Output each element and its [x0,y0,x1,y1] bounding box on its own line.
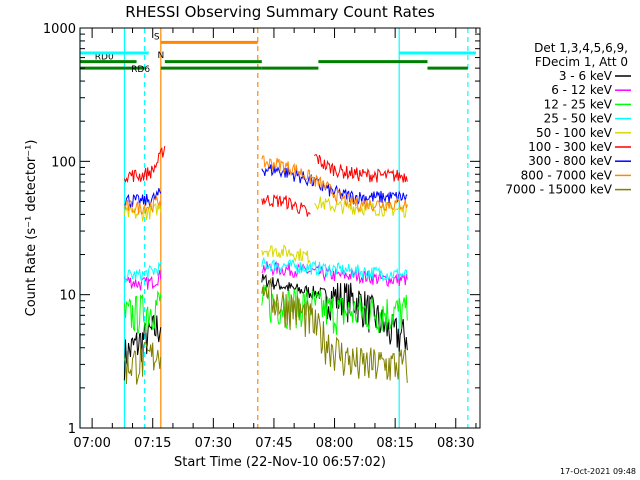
series-8 [123,277,408,385]
series-0 [123,273,408,381]
axes: 1 10 100 1000 07:00 07:15 07:30 07:45 08:00 08:15… [43,22,480,451]
legend-label-7: 800 - 7000 keV [521,168,613,182]
x-tick-label-1: 07:15 [134,436,171,451]
series-5 [123,146,408,217]
legend: Det 1,3,4,5,6,9, FDecim 1, Att 0 3 - 6 k… [505,41,631,197]
plot-timestamp: 17-Oct-2021 09:48 [560,467,636,476]
series-8-segment-0 [123,341,162,385]
x-tick-label-0: 07:00 [73,436,110,451]
legend-label-4: 50 - 100 keV [536,126,613,140]
legend-label-8: 7000 - 15000 keV [505,183,612,197]
legend-label-5: 100 - 300 keV [528,140,612,154]
series-5-segment-0 [123,146,166,184]
chart-title: RHESSI Observing Summary Count Rates [125,3,435,21]
legend-label-1: 6 - 12 keV [551,83,613,97]
series-0-segment-0 [123,314,162,381]
series-4-segment-1 [261,244,311,264]
x-tick-label-4: 08:00 [316,436,353,451]
plot-area: RD0 RD6 SN [79,28,476,428]
flag-label-n: N [157,51,164,61]
series-1-segment-1 [261,260,408,288]
series-4-segment-0 [123,203,162,222]
series-7-segment-0 [123,196,162,215]
series-5-segment-1 [261,194,311,217]
series-6-segment-1 [261,164,408,206]
y-tick-label-2: 100 [51,155,76,170]
x-tick-label-5: 08:15 [376,436,413,451]
series-7 [123,155,408,215]
series-8-segment-1 [261,277,408,383]
series-1 [123,260,408,291]
x-tick-label-3: 07:45 [255,436,292,451]
series-2-segment-0 [123,290,162,336]
legend-label-3: 25 - 50 keV [544,112,613,126]
legend-header-decimation: FDecim 1, Att 0 [535,55,628,69]
flag-label-s: S [154,32,160,42]
series-0-segment-1 [261,273,408,352]
series-2-segment-1 [261,284,408,335]
y-tick-label-0: 1 [68,422,76,437]
series-3-segment-1 [261,256,408,283]
plot-frame [79,27,481,429]
legend-label-6: 300 - 800 keV [528,154,612,168]
x-axis-title: Start Time (22-Nov-10 06:57:02) [174,455,386,470]
series-1-segment-0 [123,270,162,291]
series-5-segment-2 [313,154,408,183]
series-2 [123,284,408,336]
x-tick-label-2: 07:30 [195,436,232,451]
flag-label-rd0: RD0 [95,53,114,63]
legend-label-2: 12 - 25 keV [544,97,613,111]
y-axis-title: Count Rate (s⁻¹ detector⁻¹) [24,140,39,317]
legend-header-detectors: Det 1,3,4,5,6,9, [534,41,628,55]
x-tick-label-6: 08:30 [437,436,474,451]
y-tick-label-1: 10 [59,289,76,304]
legend-label-0: 3 - 6 keV [559,69,613,83]
series-3 [123,256,408,284]
y-tick-label-3: 1000 [43,22,76,37]
flag-label-rd6: RD6 [131,65,150,75]
series-7-segment-1 [261,155,408,213]
series-3-segment-0 [123,261,162,284]
